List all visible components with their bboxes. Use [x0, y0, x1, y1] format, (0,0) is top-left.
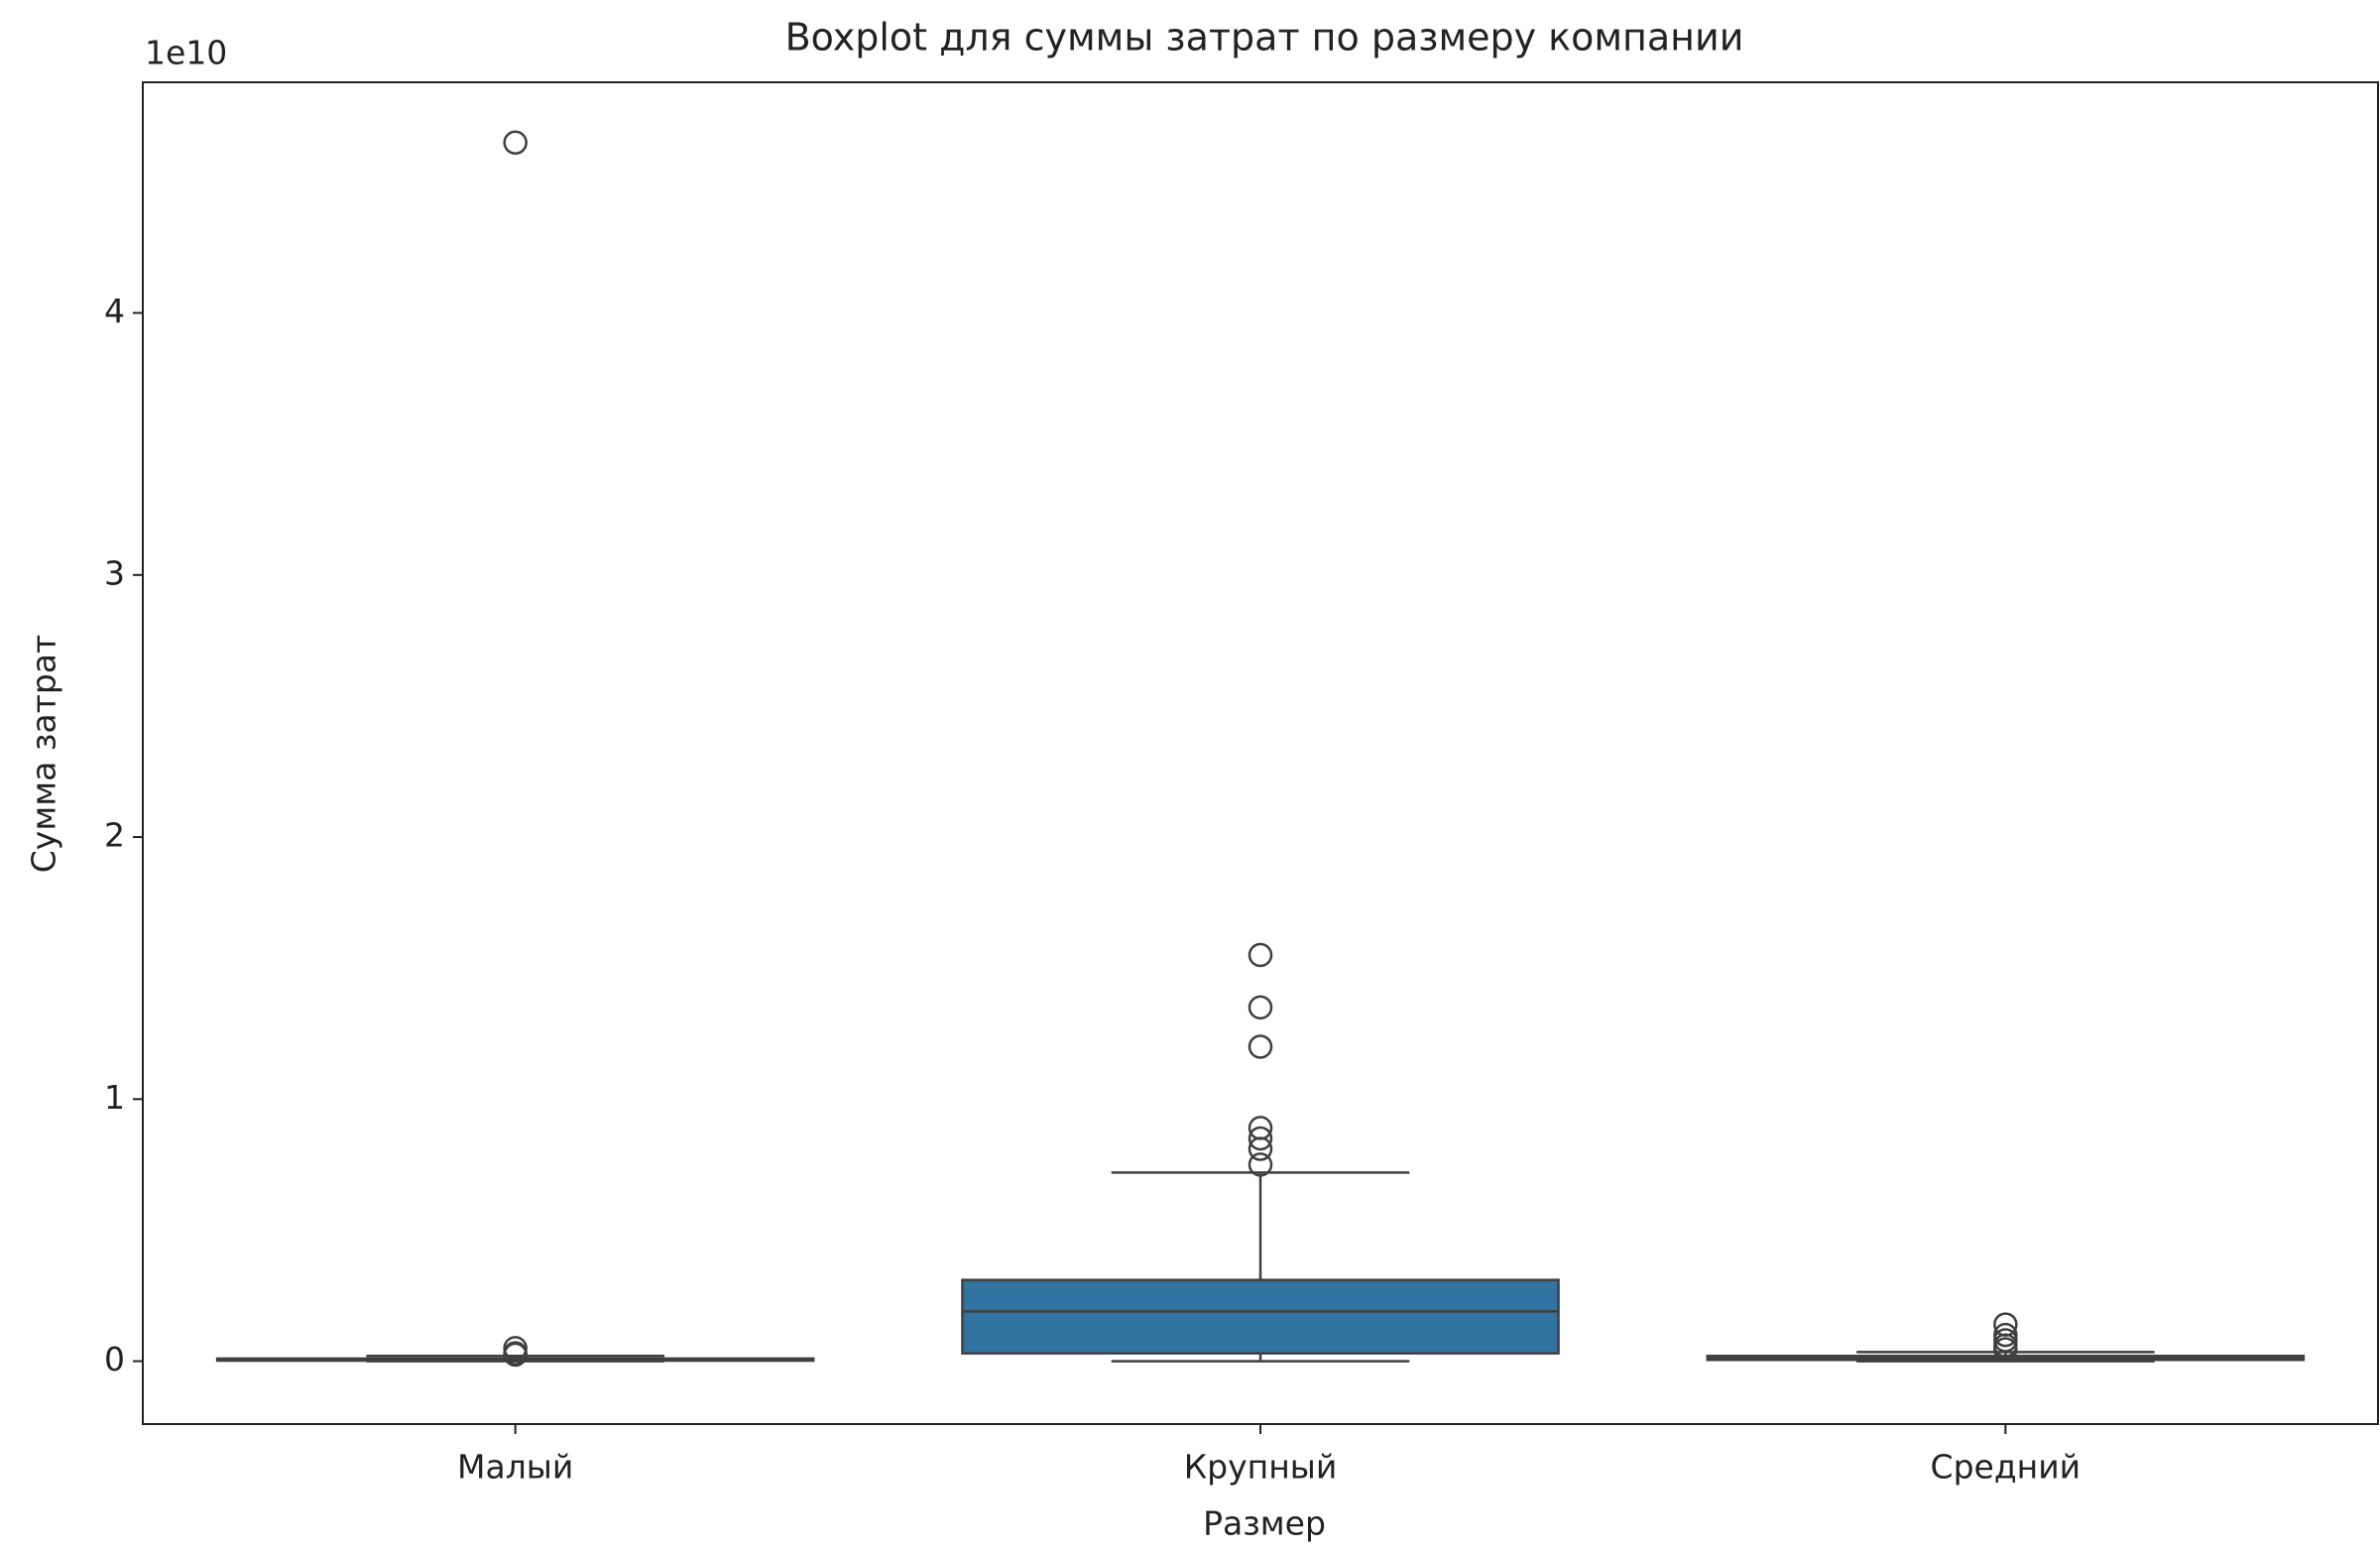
- outlier: [1248, 1152, 1273, 1177]
- outlier: [1248, 995, 1273, 1020]
- box: [961, 1278, 1560, 1355]
- y-tick-label: 2: [104, 816, 125, 855]
- y-axis-label: Сумма затрат: [25, 635, 63, 873]
- x-axis-label: Размер: [1203, 1504, 1326, 1543]
- outlier: [1248, 1034, 1273, 1059]
- x-tick-label: Малый: [457, 1448, 573, 1487]
- chart-title: Boxplot для суммы затрат по размеру комп…: [785, 16, 1744, 60]
- outlier: [503, 130, 528, 156]
- outlier: [503, 1342, 528, 1368]
- y-tick-label: 3: [104, 553, 125, 592]
- axis-offset: 1e10: [145, 34, 227, 72]
- outlier: [1248, 942, 1273, 968]
- y-tick-label: 1: [104, 1078, 125, 1117]
- x-tick-label: Крупный: [1184, 1448, 1338, 1487]
- outlier: [1248, 1126, 1273, 1151]
- x-tick-label: Средний: [1931, 1448, 2082, 1487]
- outlier: [1248, 1136, 1273, 1161]
- outlier: [1993, 1337, 2018, 1362]
- y-tick-label: 4: [104, 292, 125, 330]
- y-tick-label: 0: [104, 1340, 125, 1378]
